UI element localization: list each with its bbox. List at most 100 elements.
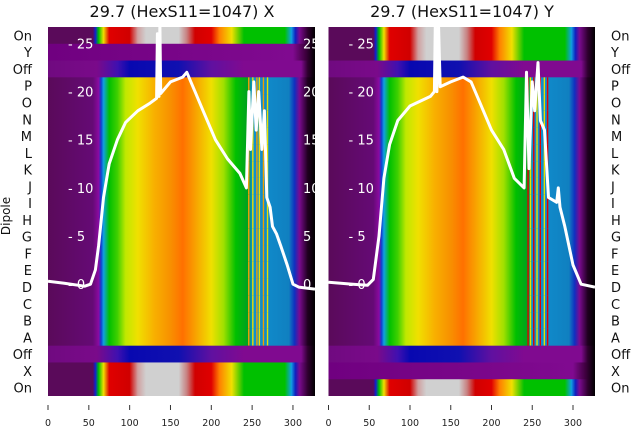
heatmap-stripe — [536, 144, 538, 162]
heatmap-stripe — [546, 211, 549, 229]
heatmap-stripe — [248, 328, 250, 346]
heatmap-stripe — [529, 194, 532, 212]
row-label: N — [611, 113, 621, 128]
heatmap-row-d — [48, 278, 315, 296]
x-tick-label: 100 — [121, 418, 139, 429]
heatmap-row-n — [48, 110, 315, 129]
heatmap-stripe — [543, 312, 546, 329]
heatmap-stripe — [543, 261, 546, 279]
heatmap-stripe — [529, 312, 532, 329]
heatmap-stripe — [252, 278, 254, 296]
heatmap-stripe — [266, 328, 269, 346]
heatmap-stripe — [262, 94, 265, 111]
row-label: J — [27, 180, 32, 195]
heatmap-row-c — [48, 295, 315, 313]
heatmap-stripe — [256, 228, 258, 246]
heatmap-stripe — [543, 228, 546, 246]
heatmap-stripe — [539, 245, 541, 262]
heatmap-stripe — [533, 211, 535, 229]
heatmap-stripe — [546, 127, 549, 145]
heatmap-stripe — [256, 295, 258, 313]
inner-y-tick-label: - 10 — [349, 182, 374, 197]
heatmap-stripe — [262, 161, 265, 178]
row-label: J — [610, 180, 615, 195]
heatmap-stripe — [527, 278, 529, 296]
row-label: Off — [13, 63, 33, 78]
twin-y-tick-label: 0 — [303, 278, 311, 293]
heatmap-stripe — [527, 245, 529, 262]
heatmap-stripe — [536, 278, 538, 296]
heatmap-stripe — [266, 94, 269, 111]
heatmap-stripe — [252, 177, 254, 195]
heatmap-stripe — [529, 295, 532, 313]
heatmap-stripe — [256, 278, 258, 296]
row-label: A — [611, 331, 620, 346]
heatmap-stripe — [256, 177, 258, 195]
heatmap-row-g — [328, 228, 595, 246]
heatmap-stripe — [533, 177, 535, 195]
row-label: I — [611, 197, 615, 212]
heatmap-stripe — [546, 228, 549, 246]
x-tick-label: 300 — [284, 418, 302, 429]
heatmap-stripe — [543, 110, 546, 128]
heatmap-row-off — [48, 60, 315, 78]
heatmap-stripe — [248, 77, 250, 95]
heatmap-row-i — [48, 194, 315, 212]
heatmap-stripe — [546, 77, 549, 95]
heatmap-row-on — [328, 27, 595, 45]
heatmap-row-k — [48, 161, 315, 179]
plot-area: - 0- 5- 10- 15- 20- 25 — [328, 27, 595, 396]
x-tick-label: 200 — [482, 418, 500, 429]
heatmap-stripe — [543, 77, 546, 95]
heatmap-stripe — [256, 211, 258, 229]
heatmap-row-x — [328, 362, 595, 380]
heatmap-stripe — [256, 144, 258, 162]
heatmap-stripe — [536, 177, 538, 195]
heatmap-stripe — [539, 278, 541, 296]
x-tick-label: 250 — [523, 418, 541, 429]
heatmap-stripe — [266, 77, 269, 95]
heatmap-stripe — [256, 77, 258, 95]
heatmap-stripe — [529, 211, 532, 229]
heatmap-stripe — [533, 110, 535, 128]
heatmap-stripe — [248, 161, 250, 178]
heatmap-stripe — [533, 328, 535, 346]
heatmap-stripe — [252, 312, 254, 329]
heatmap-row-off — [328, 60, 595, 78]
x-tick-label: 200 — [202, 418, 220, 429]
response-line — [328, 27, 595, 289]
row-label: M — [21, 130, 32, 145]
heatmap-stripe — [543, 211, 546, 229]
heatmap-stripe — [546, 194, 549, 212]
heatmap-stripe — [258, 161, 261, 178]
heatmap-stripe — [536, 328, 538, 346]
heatmap-stripe — [258, 278, 261, 296]
row-label: F — [611, 247, 618, 262]
heatmap-stripe — [527, 228, 529, 246]
heatmap-stripe — [258, 127, 261, 145]
heatmap-row-x — [48, 362, 315, 380]
row-label: Off — [611, 348, 631, 363]
heatmap-row-e — [328, 261, 595, 280]
heatmap-stripe — [546, 94, 549, 111]
heatmap-stripe — [529, 228, 532, 246]
row-label: On — [611, 29, 629, 44]
heatmap-stripe — [533, 295, 535, 313]
row-label: Y — [23, 46, 32, 61]
heatmap-stripe — [252, 328, 254, 346]
y-axis-label: Dipole — [0, 197, 13, 235]
heatmap-stripe — [262, 312, 265, 329]
x-tick-label: 100 — [401, 418, 419, 429]
heatmap-stripe — [527, 328, 529, 346]
heatmap-stripe — [258, 295, 261, 313]
heatmap-row-n — [328, 110, 595, 129]
heatmap-stripe — [546, 312, 549, 329]
row-label: On — [14, 382, 32, 397]
heatmap-stripe — [543, 245, 546, 262]
heatmap-stripe — [256, 161, 258, 178]
heatmap-stripe — [539, 127, 541, 145]
heatmap-stripe — [536, 127, 538, 145]
panel-title: 29.7 (HexS11=1047) X — [90, 2, 275, 21]
heatmap-stripe — [256, 312, 258, 329]
row-label: O — [611, 96, 621, 111]
